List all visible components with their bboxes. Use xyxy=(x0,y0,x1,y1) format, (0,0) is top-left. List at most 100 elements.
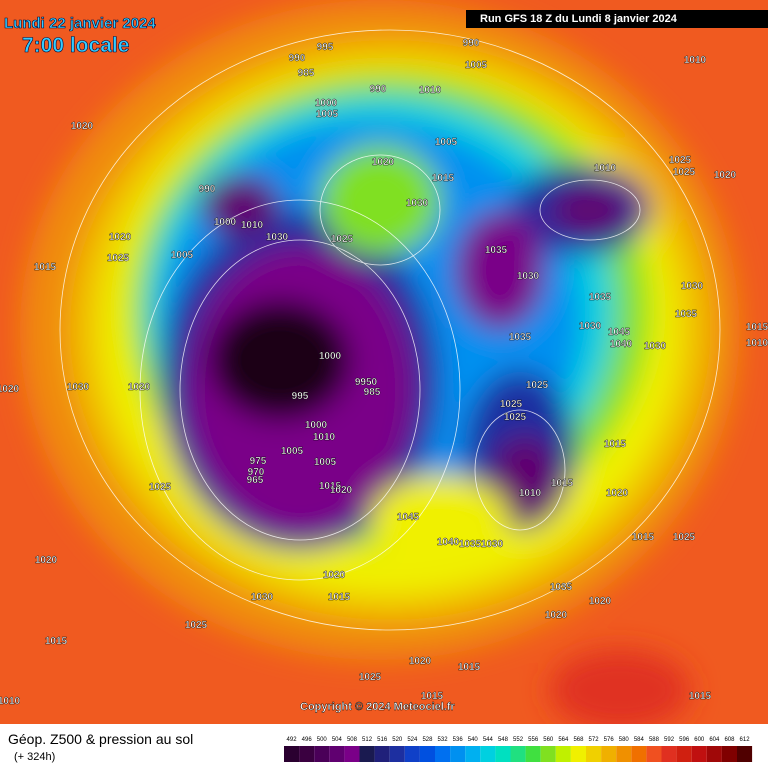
isobar-label: 1045 xyxy=(397,512,420,523)
isobar-label: 1025 xyxy=(359,672,382,683)
colorbar-label: 532 xyxy=(438,737,449,743)
isobar-label: 1030 xyxy=(251,592,274,603)
isobar-label: 995 xyxy=(292,391,309,402)
isobar-label: 975 xyxy=(250,456,267,467)
colorbar-swatch xyxy=(359,746,375,762)
isobar-label: 1015 xyxy=(689,691,712,702)
isobar-label: 1025 xyxy=(500,399,523,410)
colorbar-label: 544 xyxy=(483,737,494,743)
colorbar-label: 568 xyxy=(573,737,584,743)
isobar-label: 1025 xyxy=(669,155,692,166)
isobar-label: 1005 xyxy=(465,60,488,71)
colorbar-swatch xyxy=(586,746,602,762)
isobar-label: 1030 xyxy=(579,321,602,332)
isobar-label: 1030 xyxy=(681,281,704,292)
isobar-label: 1035 xyxy=(550,582,573,593)
colorbar-swatch xyxy=(661,746,677,762)
isobar-label: 1025 xyxy=(331,234,354,245)
colorbar-swatch xyxy=(450,746,466,762)
isobar-label: 985 xyxy=(298,68,315,79)
isobar-label: 1005 xyxy=(281,446,304,457)
isobar-label: 990 xyxy=(289,53,306,64)
colorbar-label: 604 xyxy=(709,737,720,743)
isobar-label: 1025 xyxy=(504,412,527,423)
isobar-label: 1025 xyxy=(673,532,696,543)
isobar-label: 9950 xyxy=(355,377,378,388)
isobar-label: 1045 xyxy=(608,327,631,338)
colorbar-swatch xyxy=(631,746,647,762)
colorbar-swatch xyxy=(465,746,481,762)
isobar-label: 1020 xyxy=(35,555,58,566)
isobar-label: 1015 xyxy=(319,481,342,492)
isobar-label: 1000 xyxy=(315,98,338,109)
isobar-label: 970 xyxy=(248,467,265,478)
colorbar-label: 528 xyxy=(422,737,433,743)
colorbar-swatch xyxy=(555,746,571,762)
colorbar-label: 592 xyxy=(664,737,675,743)
isobar-label: 1030 xyxy=(266,232,289,243)
colorbar-label: 512 xyxy=(362,737,373,743)
run-info: Run GFS 18 Z du Lundi 8 janvier 2024 xyxy=(480,13,678,25)
isobar-label: 1020 xyxy=(545,610,568,621)
colorbar-swatch xyxy=(389,746,405,762)
geopotential-field xyxy=(0,0,768,730)
isobar-label: 990 xyxy=(199,184,216,195)
isobar-label: 1025 xyxy=(149,482,172,493)
isobar-label: 1030 xyxy=(406,198,429,209)
isobar-label: 1020 xyxy=(0,384,20,395)
isobar-label: 1000 xyxy=(214,217,237,228)
colorbar-swatch xyxy=(344,746,360,762)
isobar-label: 1025 xyxy=(185,620,208,631)
isobar-label: 1030 xyxy=(644,341,667,352)
footer-title: Géop. Z500 & pression au sol xyxy=(8,731,193,747)
isobar-label: 1015 xyxy=(421,691,444,702)
colorbar-label: 580 xyxy=(619,737,630,743)
isobar-label: 1020 xyxy=(109,232,132,243)
isobar-label: 1000 xyxy=(319,351,342,362)
colorbar-label: 540 xyxy=(468,737,479,743)
isobar-label: 1035 xyxy=(485,245,508,256)
isobar-label: 1020 xyxy=(330,485,353,496)
isobar-label: 1005 xyxy=(316,109,339,120)
isobar-label: 1005 xyxy=(314,457,337,468)
isobar-label: 1010 xyxy=(519,488,542,499)
colorbar-swatch xyxy=(284,746,300,762)
copyright: Copyright © 2024 Meteociel.fr xyxy=(300,701,456,713)
isobar-label: 1030 xyxy=(481,539,504,550)
colorbar-label: 500 xyxy=(317,737,328,743)
isobar-label: 1005 xyxy=(435,137,458,148)
colorbar-swatch xyxy=(435,746,451,762)
isobar-label: 1015 xyxy=(604,439,627,450)
isobar-label: 1025 xyxy=(526,380,549,391)
isobar-label: 1035 xyxy=(675,309,698,320)
isobar-label: 1030 xyxy=(67,382,90,393)
isobar-label: 1015 xyxy=(632,532,655,543)
colorbar-label: 548 xyxy=(498,737,509,743)
colorbar-swatch xyxy=(570,746,586,762)
isobar-label: 1040 xyxy=(437,537,460,548)
isobar-label: 1010 xyxy=(419,85,442,96)
colorbar-swatch xyxy=(299,746,315,762)
colorbar-label: 492 xyxy=(287,737,298,743)
isobar-label: 1020 xyxy=(323,570,346,581)
isobar-label: 1015 xyxy=(551,478,574,489)
colorbar-label: 524 xyxy=(407,737,418,743)
colorbar-label: 508 xyxy=(347,737,358,743)
colorbar-label: 584 xyxy=(634,737,645,743)
forecast-lead: (+ 324h) xyxy=(14,751,55,763)
colorbar-label: 504 xyxy=(332,737,343,743)
colorbar-swatch xyxy=(616,746,632,762)
colorbar-label: 572 xyxy=(589,737,600,743)
colorbar-label: 516 xyxy=(377,737,388,743)
isobar-label: 1015 xyxy=(34,262,57,273)
colorbar-swatch xyxy=(691,746,707,762)
isobar-label: 1035 xyxy=(589,292,612,303)
valid-date: Lundi 22 janvier 2024 xyxy=(4,15,156,32)
isobar-label: 1025 xyxy=(673,167,696,178)
isobar-label: 1015 xyxy=(746,322,768,333)
isobar-label: 1020 xyxy=(372,157,395,168)
colorbar-swatch xyxy=(646,746,662,762)
isobar-label: 1025 xyxy=(107,253,130,264)
isobar-label: 990 xyxy=(370,84,387,95)
